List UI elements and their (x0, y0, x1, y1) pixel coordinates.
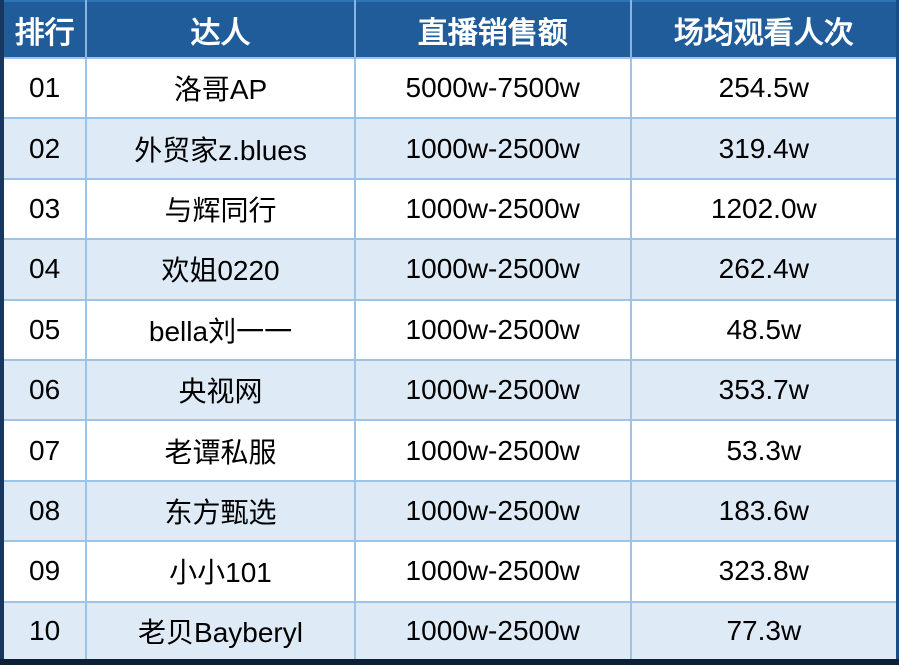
table-row: 07 老谭私服 1000w-2500w 53.3w (0, 419, 899, 482)
name-cell: 与辉同行 (85, 177, 356, 241)
views-cell: 254.5w (629, 56, 899, 120)
views-cell: 48.5w (629, 298, 899, 361)
views-cell: 1202.0w (629, 177, 899, 241)
views-cell: 319.4w (629, 117, 899, 180)
sales-cell: 5000w-7500w (353, 56, 632, 120)
rank-cell: 03 (0, 177, 88, 241)
views-cell: 262.4w (629, 238, 899, 301)
table-row: 09 小小101 1000w-2500w 323.8w (0, 540, 899, 603)
rank-cell: 07 (0, 419, 88, 482)
table-body: 01 洛哥AP 5000w-7500w 254.5w 02 外贸家z.blues 1000w… (0, 56, 899, 664)
rank-cell: 06 (0, 358, 88, 422)
sales-cell: 1000w-2500w (353, 298, 632, 361)
name-cell: 老贝Bayberyl (85, 600, 356, 664)
col-header-views: 场均观看人次 (629, 1, 898, 58)
table-row: 03 与辉同行 1000w-2500w 1202.0w (0, 177, 899, 241)
col-header-sales: 直播销售额 (353, 1, 631, 58)
rank-cell: 05 (0, 298, 88, 361)
table-row: 04 欢姐0220 1000w-2500w 262.4w (0, 238, 899, 301)
sales-cell: 1000w-2500w (353, 358, 632, 422)
name-cell: bella刘一一 (85, 298, 356, 361)
table-row: 08 东方甄选 1000w-2500w 183.6w (0, 479, 899, 543)
col-header-rank: 排行 (2, 1, 87, 58)
rank-cell: 01 (0, 56, 88, 120)
table-row: 05 bella刘一一 1000w-2500w 48.5w (0, 298, 899, 361)
sales-cell: 1000w-2500w (353, 117, 632, 180)
rank-cell: 04 (0, 238, 88, 301)
table-row: 01 洛哥AP 5000w-7500w 254.5w (0, 56, 899, 120)
rank-cell: 09 (0, 540, 88, 603)
table-row: 06 央视网 1000w-2500w 353.7w (0, 358, 899, 422)
sales-cell: 1000w-2500w (353, 177, 632, 241)
table-row: 02 外贸家z.blues 1000w-2500w 319.4w (0, 117, 899, 180)
name-cell: 小小101 (85, 540, 356, 603)
views-cell: 183.6w (629, 479, 899, 543)
name-cell: 老谭私服 (85, 419, 356, 482)
name-cell: 东方甄选 (85, 479, 356, 543)
col-header-name: 达人 (85, 1, 355, 58)
name-cell: 欢姐0220 (85, 238, 356, 301)
rank-cell: 08 (0, 479, 88, 543)
sales-cell: 1000w-2500w (353, 600, 632, 664)
name-cell: 洛哥AP (85, 56, 356, 120)
name-cell: 外贸家z.blues (85, 117, 356, 180)
views-cell: 353.7w (629, 358, 899, 422)
name-cell: 央视网 (85, 358, 356, 422)
sales-cell: 1000w-2500w (353, 540, 632, 603)
views-cell: 77.3w (629, 600, 899, 664)
sales-cell: 1000w-2500w (353, 419, 632, 482)
views-cell: 323.8w (629, 540, 899, 603)
rank-cell: 02 (0, 117, 88, 180)
views-cell: 53.3w (629, 419, 899, 482)
table-row: 10 老贝Bayberyl 1000w-2500w 77.3w (0, 600, 899, 664)
sales-cell: 1000w-2500w (353, 238, 632, 301)
rank-cell: 10 (0, 600, 88, 664)
sales-cell: 1000w-2500w (353, 479, 632, 543)
header-row: 排行 达人 直播销售额 场均观看人次 (2, 1, 898, 58)
